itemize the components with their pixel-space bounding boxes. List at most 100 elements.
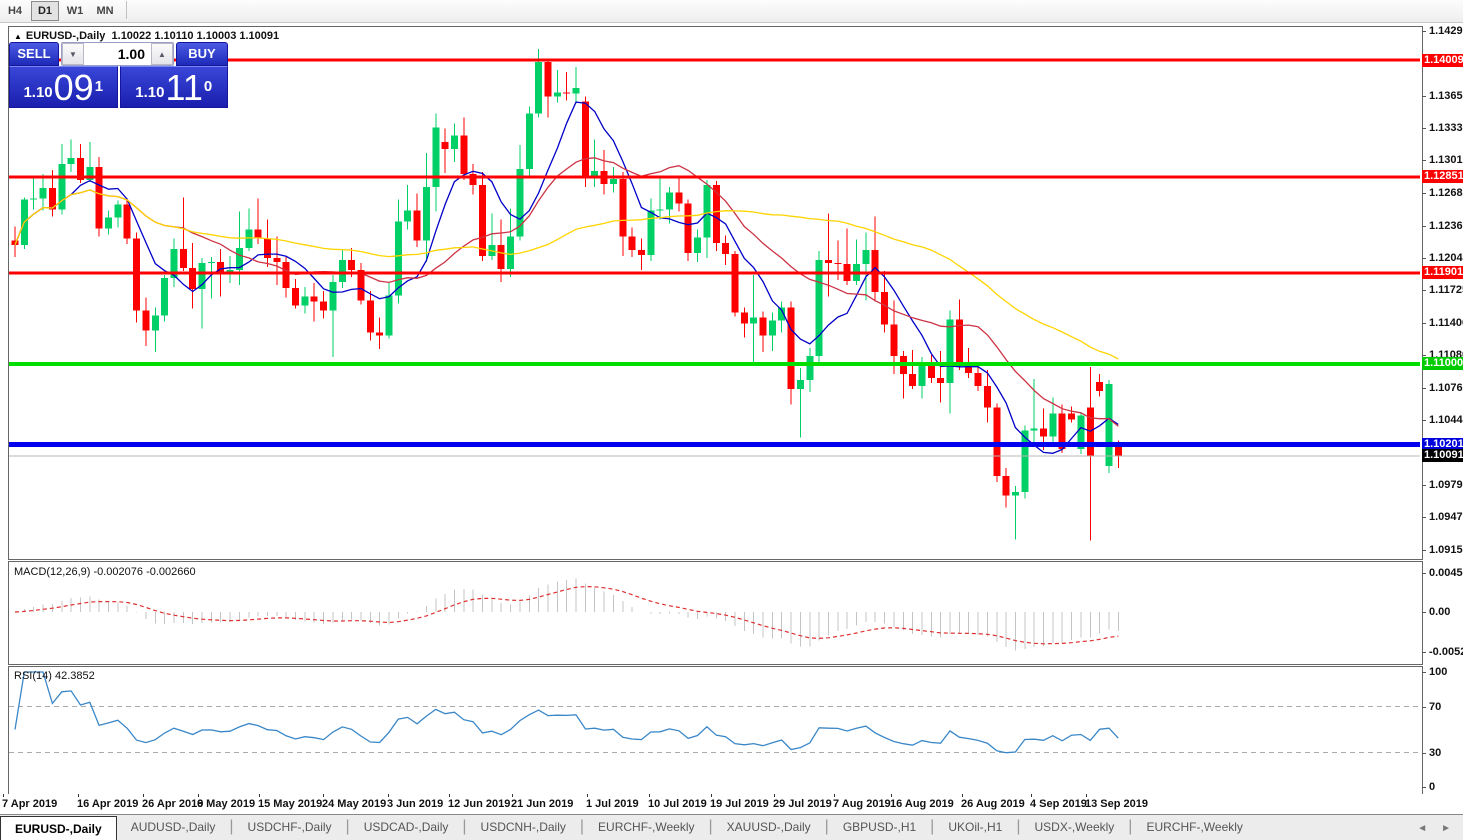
chart-tab[interactable]: USDCNH-,Daily	[480, 820, 566, 834]
price-axis: 1.142951.139751.136501.133301.130101.126…	[1422, 25, 1463, 814]
candle	[946, 310, 954, 414]
candle	[768, 312, 776, 351]
chart-tab[interactable]: EURUSD-,Daily	[0, 816, 117, 840]
chart-tab[interactable]: UKOil-,H1	[948, 820, 1003, 834]
price-axis-label: 1.14295	[1422, 25, 1463, 38]
candle	[591, 139, 599, 188]
candle	[105, 210, 112, 235]
chart-tab[interactable]: USDCHF-,Daily	[247, 820, 332, 834]
sell-price-prefix: 1.10	[23, 84, 53, 101]
timeframe-button-h4[interactable]: H4	[7, 5, 23, 17]
chart-tab[interactable]: USDX-,Weekly	[1034, 820, 1115, 834]
date-axis-label: 7 Apr 2019	[2, 798, 58, 810]
moving-average-line	[14, 101, 1119, 454]
date-axis-label: 26 Aug 2019	[961, 798, 1025, 810]
candle	[806, 347, 814, 393]
macd-axis-label: 0.00	[1422, 606, 1450, 619]
date-axis-label: 16 Aug 2019	[890, 798, 954, 810]
level-price-axis-label: 1.12851	[1422, 170, 1463, 184]
date-axis-label: 10 Jul 2019	[648, 798, 707, 810]
timeframe-button-mn[interactable]: MN	[96, 5, 114, 17]
date-axis-label: 6 May 2019	[197, 798, 256, 810]
candle	[899, 350, 907, 399]
chart-tab[interactable]: XAUUSD-,Daily	[726, 820, 811, 834]
candle	[226, 255, 234, 284]
candle	[1068, 406, 1076, 423]
candle	[909, 349, 917, 390]
chart-tab[interactable]: EURCHF-,Weekly	[598, 820, 695, 834]
candle	[1077, 412, 1085, 454]
rsi-axis-label: 30	[1422, 747, 1441, 760]
candle	[927, 354, 935, 384]
sell-price-button[interactable]: 1.10 09 1	[9, 66, 118, 108]
price-axis-label: 1.10760	[1422, 382, 1463, 395]
chart-tab[interactable]: EURCHF-,Weekly	[1146, 820, 1243, 834]
date-axis: 7 Apr 2019 16 Apr 2019 26 Apr 2019 6 May 20…	[0, 794, 1463, 814]
candle	[637, 238, 645, 271]
chart-tab[interactable]: GBPUSD-,H1	[842, 820, 917, 834]
candle	[553, 70, 561, 103]
candle	[759, 311, 767, 352]
date-tick	[834, 794, 835, 797]
candle	[656, 176, 664, 220]
candle	[666, 187, 673, 224]
candle	[862, 232, 870, 301]
main-chart-pane[interactable]	[8, 26, 1423, 560]
tab-separator: |	[708, 818, 713, 835]
candle	[441, 128, 449, 174]
candle	[329, 275, 337, 357]
tab-scroll-left-icon[interactable]: ◄	[1417, 822, 1428, 834]
tab-separator: |	[1128, 818, 1133, 835]
price-axis-label: 1.13330	[1422, 122, 1463, 135]
candle	[245, 208, 253, 251]
volume-increase-icon[interactable]: ▲	[151, 43, 173, 65]
candle	[609, 167, 617, 193]
tab-separator: |	[1016, 818, 1021, 835]
candle	[974, 365, 982, 392]
chart-tab[interactable]: USDCAD-,Daily	[363, 820, 449, 834]
buy-price-button[interactable]: 1.10 11 0	[119, 66, 228, 108]
date-tick	[259, 794, 260, 797]
timeframe-button-w1[interactable]: W1	[66, 5, 84, 17]
candle	[507, 208, 515, 278]
candle	[254, 198, 262, 244]
price-axis-label: 1.13650	[1422, 90, 1463, 103]
buy-price-prefix: 1.10	[135, 84, 165, 101]
rsi-axis-label: 70	[1422, 701, 1441, 714]
candle	[871, 216, 879, 302]
candle	[843, 228, 851, 286]
candle	[469, 163, 477, 195]
volume-decrease-icon[interactable]: ▼	[62, 43, 84, 65]
rsi-pane[interactable]	[8, 666, 1423, 795]
candle	[1011, 486, 1019, 540]
candle	[310, 283, 318, 322]
toolbar-separator	[126, 0, 127, 19]
candle	[376, 317, 384, 349]
candle	[394, 199, 402, 304]
candle	[1086, 366, 1094, 541]
timeframe-button-d1[interactable]: D1	[31, 1, 59, 21]
rsi-line	[14, 671, 1119, 754]
chart-tab[interactable]: AUDUSD-,Daily	[130, 820, 216, 834]
candle	[460, 117, 468, 181]
tab-separator: |	[824, 818, 829, 835]
candle	[357, 262, 365, 305]
candle	[983, 370, 991, 423]
rsi-indicator-label: RSI(14) 42.3852	[14, 670, 95, 682]
candle	[675, 178, 683, 212]
candle	[1096, 374, 1104, 397]
tab-scroll-right-icon[interactable]: ►	[1441, 822, 1451, 834]
date-axis-label: 29 Jul 2019	[773, 798, 832, 810]
date-tick	[449, 794, 450, 797]
candle	[292, 279, 299, 309]
buy-button[interactable]: BUY	[176, 42, 228, 66]
macd-pane[interactable]	[8, 561, 1423, 665]
price-axis-label: 1.10440	[1422, 414, 1463, 427]
candle	[694, 229, 702, 262]
candle	[488, 213, 496, 260]
candle	[750, 275, 758, 363]
candle	[787, 301, 795, 405]
volume-input[interactable]	[84, 43, 151, 65]
sell-button[interactable]: SELL	[9, 42, 59, 66]
